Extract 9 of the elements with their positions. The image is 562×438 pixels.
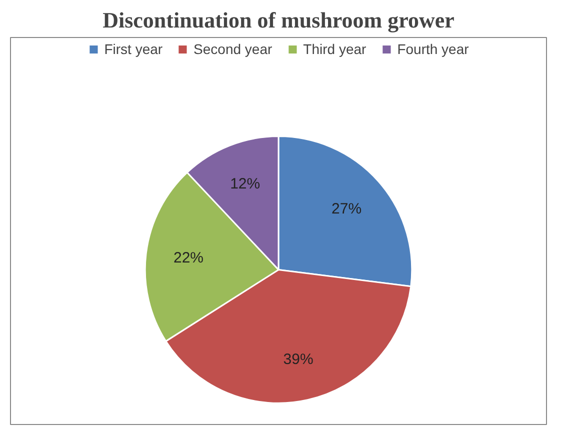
data-label: 27% <box>332 200 362 218</box>
legend-label: Fourth year <box>397 41 469 57</box>
data-label: 12% <box>230 176 260 193</box>
data-label: 39% <box>283 351 314 368</box>
legend-label: First year <box>104 41 163 57</box>
chart-title: Discontinuation of mushroom grower <box>102 8 455 32</box>
legend-label: Second year <box>194 41 272 57</box>
legend-label: Third year <box>303 41 366 57</box>
data-label: 22% <box>173 250 204 267</box>
